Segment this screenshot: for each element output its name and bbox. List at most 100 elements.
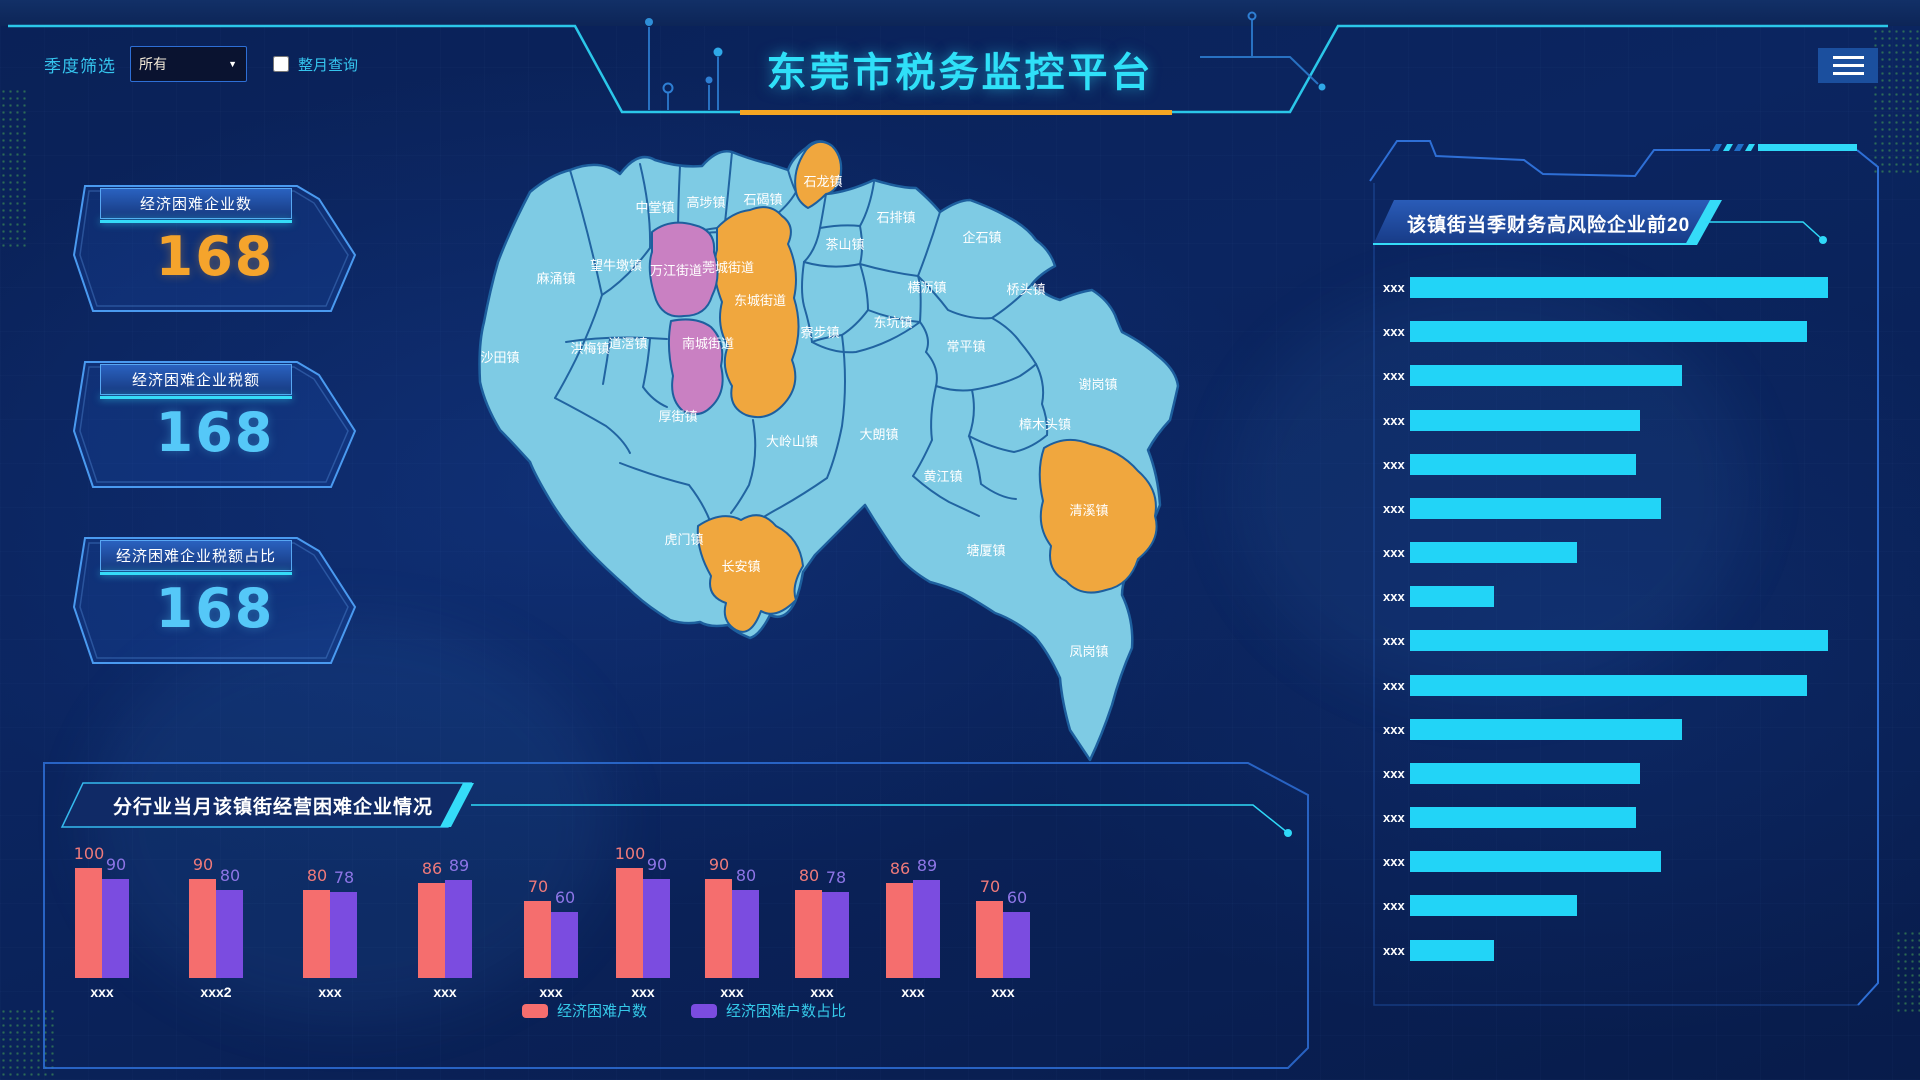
stat-card-value: 168 — [155, 225, 275, 288]
map-town-label[interactable]: 清溪镇 — [1069, 503, 1108, 518]
risk-bar[interactable] — [1410, 586, 1494, 608]
industry-bar-ratio[interactable] — [913, 880, 940, 978]
map-town-label[interactable]: 石碣镇 — [743, 192, 782, 207]
risk-row-label: xxx — [1383, 942, 1405, 958]
industry-bar-ratio[interactable] — [643, 879, 670, 978]
map-town-label[interactable]: 塘厦镇 — [966, 543, 1005, 558]
risk-bar-row: xxx — [1383, 453, 1636, 475]
map-town-label[interactable]: 大岭山镇 — [766, 434, 818, 449]
industry-bar-ratio[interactable] — [822, 892, 849, 978]
map-region-qingxi[interactable] — [1038, 438, 1158, 594]
industry-bar-count[interactable] — [303, 890, 330, 978]
risk-row-label: xxx — [1383, 280, 1405, 295]
industry-bar-ratio[interactable] — [1003, 912, 1030, 978]
map-town-label[interactable]: 南城街道 — [682, 336, 734, 351]
map-town-label[interactable]: 万江街道 — [650, 263, 702, 278]
map-town-label[interactable]: 横沥镇 — [907, 280, 946, 295]
map-town-label[interactable]: 企石镇 — [962, 230, 1001, 245]
industry-bar-count[interactable] — [524, 901, 551, 978]
map-town-label[interactable]: 寮步镇 — [800, 325, 839, 340]
stat-card-underline — [100, 396, 292, 399]
risk-bar[interactable] — [1410, 674, 1808, 696]
map-town-label[interactable]: 桥头镇 — [1006, 282, 1045, 297]
dot-decor — [0, 1008, 55, 1078]
risk-bar-row: xxx — [1383, 718, 1682, 740]
map-town-label[interactable]: 虎门镇 — [664, 532, 703, 547]
industry-bar-ratio[interactable] — [732, 890, 759, 978]
map-town-label[interactable]: 中堂镇 — [635, 200, 674, 215]
legend-item[interactable]: 经济困难户数占比 — [691, 1000, 846, 1021]
risk-bar[interactable] — [1410, 453, 1636, 475]
industry-bar-value: 70 — [527, 877, 549, 896]
risk-bar[interactable] — [1410, 895, 1578, 917]
map-town-label[interactable]: 凤岗镇 — [1069, 644, 1108, 659]
industry-bar-count[interactable] — [705, 879, 732, 978]
map-town-label[interactable]: 石龙镇 — [803, 174, 842, 189]
map-town-label[interactable]: 樟木头镇 — [1019, 417, 1071, 432]
map-town-label[interactable]: 洪梅镇 — [570, 341, 609, 356]
map-town-label[interactable]: 道滘镇 — [608, 336, 647, 351]
map-town-label[interactable]: 沙田镇 — [480, 350, 519, 365]
risk-row-label: xxx — [1383, 412, 1405, 428]
industry-bar-count[interactable] — [75, 868, 102, 978]
map-town-label[interactable]: 东城街道 — [734, 293, 786, 308]
map-region-nancheng[interactable] — [667, 318, 724, 416]
map-town-label[interactable]: 石排镇 — [876, 210, 915, 225]
industry-bar-ratio[interactable] — [445, 880, 472, 978]
legend-item[interactable]: 经济困难户数 — [522, 1000, 647, 1021]
map-town-label[interactable]: 东坑镇 — [873, 315, 912, 330]
map-town-label[interactable]: 黄江镇 — [923, 469, 962, 484]
industry-bar-count[interactable] — [886, 883, 913, 978]
industry-bar-count[interactable] — [976, 901, 1003, 978]
risk-row-label: xxx — [1383, 721, 1405, 737]
industry-bar-count[interactable] — [616, 868, 643, 978]
page-title: 东莞市税务监控平台 — [766, 51, 1154, 95]
map-region-shilong[interactable] — [794, 140, 842, 209]
map-region-wanjiang[interactable] — [648, 221, 719, 318]
stat-card-value: 168 — [155, 401, 275, 464]
risk-bar[interactable] — [1410, 277, 1828, 298]
risk-bar[interactable] — [1410, 497, 1661, 519]
map-town-label[interactable]: 大朗镇 — [859, 427, 898, 442]
whole-month-checkbox[interactable] — [273, 56, 289, 72]
risk-bar[interactable] — [1410, 762, 1640, 784]
risk-bar[interactable] — [1410, 718, 1682, 740]
risk-bar[interactable] — [1410, 807, 1636, 829]
map-town-label[interactable]: 厚街镇 — [658, 409, 697, 424]
map-town-label[interactable]: 长安镇 — [721, 559, 760, 574]
dot-decor — [0, 88, 26, 248]
industry-bar-ratio[interactable] — [216, 890, 243, 978]
industry-bar-ratio[interactable] — [102, 879, 129, 978]
map-highlight-regions[interactable] — [648, 140, 1158, 633]
risk-bar-row: xxx — [1383, 365, 1682, 387]
risk-bar[interactable] — [1410, 630, 1828, 652]
map-town-label[interactable]: 莞城街道 — [702, 260, 754, 275]
map-region-changan[interactable] — [696, 514, 804, 633]
risk-bar-row: xxx — [1383, 497, 1661, 519]
industry-bar-ratio[interactable] — [551, 912, 578, 978]
risk-bar[interactable] — [1410, 321, 1808, 343]
industry-bar-count[interactable] — [418, 883, 445, 978]
risk-bar[interactable] — [1410, 851, 1661, 873]
risk-bar[interactable] — [1410, 542, 1578, 564]
map-town-label[interactable]: 高埗镇 — [686, 195, 725, 210]
legend-swatch-icon — [522, 1003, 548, 1018]
risk-bar[interactable] — [1410, 365, 1682, 387]
risk-bar-row: xxx — [1383, 895, 1578, 917]
industry-bar-value: 100 — [73, 844, 105, 863]
industry-bar-ratio[interactable] — [330, 892, 357, 978]
quarter-filter-select[interactable]: 所有 — [130, 46, 247, 82]
industry-bar-count[interactable] — [795, 890, 822, 978]
map-region-dongcheng[interactable] — [713, 206, 800, 419]
risk-bar[interactable] — [1410, 409, 1640, 431]
map-town-label[interactable]: 麻涌镇 — [536, 271, 575, 286]
map-town-label[interactable]: 望牛墩镇 — [590, 258, 642, 273]
industry-bar-count[interactable] — [189, 879, 216, 978]
map-town-label[interactable]: 谢岗镇 — [1078, 377, 1117, 392]
map-town-label[interactable]: 茶山镇 — [825, 237, 864, 252]
map-town-label[interactable]: 常平镇 — [946, 339, 985, 354]
menu-hamburger-icon[interactable] — [1818, 48, 1878, 83]
risk-bar[interactable] — [1410, 939, 1494, 961]
